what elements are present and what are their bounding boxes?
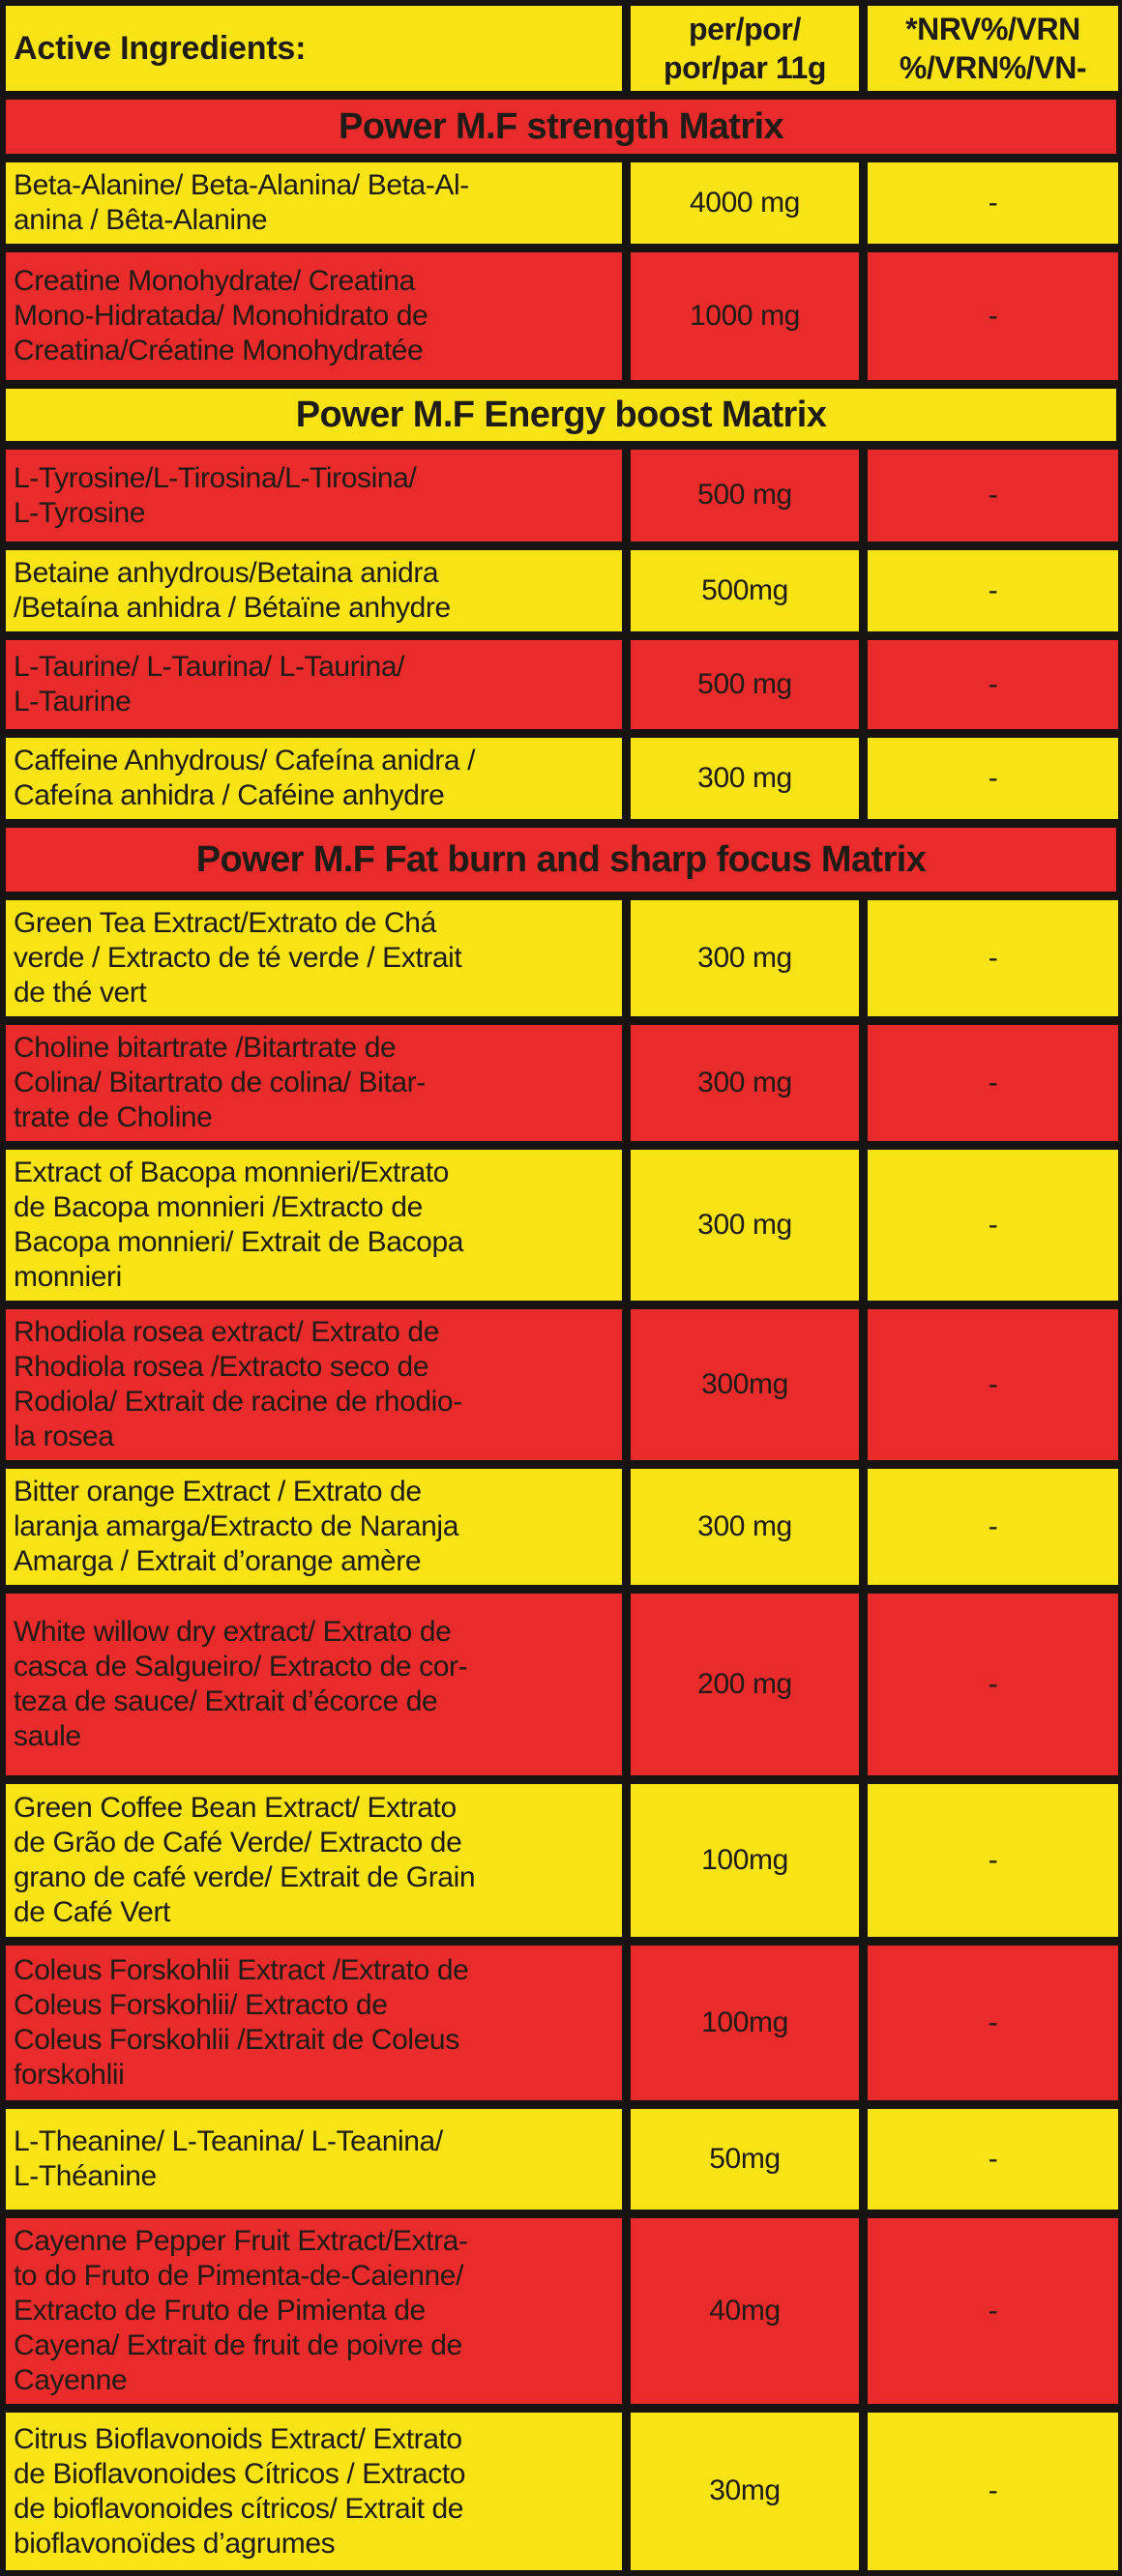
ingredient-name: L-Theanine/ L-Teanina/ L-Teanina/ L-Théa… <box>6 2109 622 2210</box>
table-row: Green Tea Extract/Extrato de Chá verde /… <box>6 900 1118 1016</box>
ingredient-name: Green Coffee Bean Extract/ Extrato de Gr… <box>6 1784 622 1937</box>
table-row: Rhodiola rosea extract/ Extrato de Rhodi… <box>6 1309 1118 1460</box>
ingredient-name: Beta-Alanine/ Beta-Alanina/ Beta-Al- ani… <box>6 162 622 244</box>
ingredient-amount: 200 mg <box>631 1594 859 1775</box>
ingredient-name: L-Taurine/ L-Taurina/ L-Taurina/ L-Tauri… <box>6 640 622 729</box>
ingredient-nrv-value: - <box>868 550 1118 631</box>
ingredient-amount: 300 mg <box>631 1150 859 1301</box>
header-active-ingredients: Active Ingredients: <box>6 6 622 91</box>
ingredient-amount: 100mg <box>631 1784 859 1937</box>
ingredient-name: Caffeine Anhydrous/ Cafeína anidra / Caf… <box>6 738 622 819</box>
table-row: Caffeine Anhydrous/ Cafeína anidra / Caf… <box>6 738 1118 819</box>
ingredient-name: Bitter orange Extract / Extrato de laran… <box>6 1469 622 1585</box>
ingredient-amount: 100mg <box>631 1946 859 2100</box>
section-header: Power M.F Energy boost Matrix <box>6 389 1116 441</box>
ingredient-amount: 300mg <box>631 1309 859 1460</box>
ingredient-amount: 500mg <box>631 550 859 631</box>
ingredient-nrv-value: - <box>868 1309 1118 1460</box>
ingredient-amount: 300 mg <box>631 900 859 1016</box>
table-row: White willow dry extract/ Extrato de cas… <box>6 1594 1118 1775</box>
ingredient-name: Green Tea Extract/Extrato de Chá verde /… <box>6 900 622 1016</box>
ingredient-nrv-value: - <box>868 2109 1118 2210</box>
table-row: L-Taurine/ L-Taurina/ L-Taurina/ L-Tauri… <box>6 640 1118 729</box>
table-row: Creatine Monohydrate/ Creatina Mono-Hidr… <box>6 252 1118 380</box>
table-row: Betaine anhydrous/Betaina anidra /Betaín… <box>6 550 1118 631</box>
table-row: Beta-Alanine/ Beta-Alanina/ Beta-Al- ani… <box>6 162 1118 244</box>
ingredient-name: Rhodiola rosea extract/ Extrato de Rhodi… <box>6 1309 622 1460</box>
ingredient-name: L-Tyrosine/L-Tirosina/L-Tirosina/ L-Tyro… <box>6 450 622 542</box>
table-row: L-Theanine/ L-Teanina/ L-Teanina/ L-Théa… <box>6 2109 1118 2210</box>
ingredient-name: Choline bitartrate /Bitartrate de Colina… <box>6 1025 622 1141</box>
table-row: Extract of Bacopa monnieri/Extrato de Ba… <box>6 1150 1118 1301</box>
table-row: Cayenne Pepper Fruit Extract/Extra- to d… <box>6 2218 1118 2404</box>
ingredient-amount: 300 mg <box>631 738 859 819</box>
ingredient-nrv-value: - <box>868 1784 1118 1937</box>
ingredient-name: Creatine Monohydrate/ Creatina Mono-Hidr… <box>6 252 622 380</box>
ingredient-name: Betaine anhydrous/Betaina anidra /Betaín… <box>6 550 622 631</box>
ingredient-nrv-value: - <box>868 162 1118 244</box>
ingredient-amount: 300 mg <box>631 1025 859 1141</box>
table-row: Coleus Forskohlii Extract /Extrato de Co… <box>6 1946 1118 2100</box>
ingredient-nrv-value: - <box>868 1469 1118 1585</box>
ingredient-nrv-value: - <box>868 1594 1118 1775</box>
ingredient-nrv-value: - <box>868 1150 1118 1301</box>
table-row: Bitter orange Extract / Extrato de laran… <box>6 1469 1118 1585</box>
ingredient-nrv-value: - <box>868 1025 1118 1141</box>
ingredient-nrv-value: - <box>868 2413 1118 2570</box>
ingredient-amount: 500 mg <box>631 450 859 542</box>
ingredient-nrv-value: - <box>868 640 1118 729</box>
ingredient-amount: 40mg <box>631 2218 859 2404</box>
ingredient-name: Coleus Forskohlii Extract /Extrato de Co… <box>6 1946 622 2100</box>
section-header: Power M.F Fat burn and sharp focus Matri… <box>6 828 1116 892</box>
ingredient-amount: 300 mg <box>631 1469 859 1585</box>
table-row: Citrus Bioflavonoids Extract/ Extrato de… <box>6 2413 1118 2570</box>
table-row: Choline bitartrate /Bitartrate de Colina… <box>6 1025 1118 1141</box>
table-row: Green Coffee Bean Extract/ Extrato de Gr… <box>6 1784 1118 1937</box>
ingredient-amount: 4000 mg <box>631 162 859 244</box>
header-nrv: *NRV%/VRN %/VRN%/VN- <box>868 6 1118 91</box>
ingredient-nrv-value: - <box>868 252 1118 380</box>
ingredient-name: Citrus Bioflavonoids Extract/ Extrato de… <box>6 2413 622 2570</box>
ingredient-amount: 1000 mg <box>631 252 859 380</box>
ingredient-nrv-value: - <box>868 1946 1118 2100</box>
header-per-serving: per/por/ por/par 11g <box>631 6 859 91</box>
ingredient-name: Cayenne Pepper Fruit Extract/Extra- to d… <box>6 2218 622 2404</box>
ingredient-nrv-value: - <box>868 738 1118 819</box>
ingredient-nrv-value: - <box>868 2218 1118 2404</box>
table-header-row: Active Ingredients: per/por/ por/par 11g… <box>6 6 1118 91</box>
ingredient-amount: 50mg <box>631 2109 859 2210</box>
ingredient-amount: 500 mg <box>631 640 859 729</box>
table-row: L-Tyrosine/L-Tirosina/L-Tirosina/ L-Tyro… <box>6 450 1118 542</box>
ingredient-nrv-value: - <box>868 450 1118 542</box>
ingredient-amount: 30mg <box>631 2413 859 2570</box>
ingredient-name: Extract of Bacopa monnieri/Extrato de Ba… <box>6 1150 622 1301</box>
section-header: Power M.F strength Matrix <box>6 100 1116 154</box>
ingredient-name: White willow dry extract/ Extrato de cas… <box>6 1594 622 1775</box>
ingredient-nrv-value: - <box>868 900 1118 1016</box>
